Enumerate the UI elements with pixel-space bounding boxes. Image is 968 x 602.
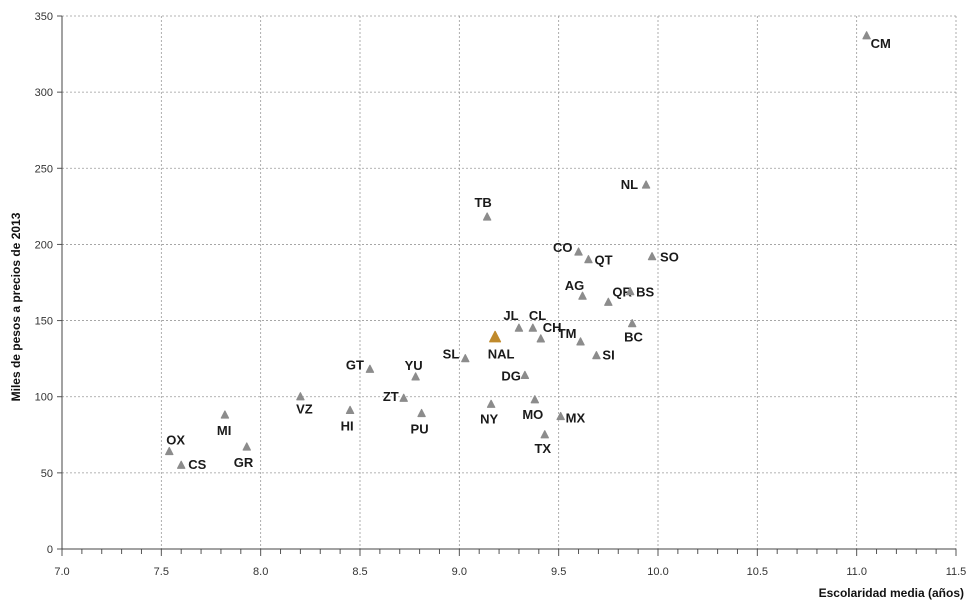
data-point-ny — [486, 399, 496, 408]
x-tick-label: 8.0 — [253, 566, 268, 578]
data-point-pu — [417, 408, 426, 418]
data-point-dg — [520, 370, 530, 379]
data-point-gr — [242, 442, 251, 451]
x-tick-label: 10.0 — [647, 566, 668, 578]
data-point-cl — [528, 323, 538, 332]
data-point-hi — [345, 405, 355, 415]
y-axis-title: Miles de pesos a precios de 2013 — [9, 212, 23, 401]
data-point-qt — [584, 255, 593, 264]
x-tick-label: 9.0 — [452, 566, 467, 578]
y-tick-label: 0 — [47, 544, 53, 556]
x-axis-title: Escolaridad media (años) — [819, 586, 964, 600]
data-point-mo — [530, 395, 540, 404]
x-tick-labels: 7.0 7.5 8.0 8.5 9.0 9.5 10.0 10.5 11.0 11.5 — [54, 566, 966, 578]
point-label-zt: ZT — [383, 389, 399, 404]
data-point-cm — [862, 31, 871, 40]
x-tick-label: 10.5 — [747, 566, 768, 578]
y-tick-label: 100 — [35, 392, 53, 404]
point-label-cl: CL — [529, 308, 546, 323]
data-point-gt — [365, 364, 375, 373]
y-tick-label: 150 — [35, 316, 53, 328]
point-label-ox: OX — [166, 433, 185, 448]
x-tick-label: 9.5 — [551, 566, 566, 578]
x-tick-label: 7.5 — [154, 566, 169, 578]
x-tick-label: 11.5 — [946, 566, 967, 578]
data-point-nl — [641, 180, 651, 189]
y-tick-label: 300 — [35, 87, 53, 99]
point-label-ny: NY — [480, 411, 498, 426]
data-point-ox — [165, 446, 174, 456]
point-label-so: SO — [660, 250, 679, 265]
point-label-ag: AG — [565, 278, 585, 293]
point-label-nal: NAL — [488, 346, 515, 361]
point-label-bs: BS — [636, 285, 654, 300]
x-tick-label: 7.0 — [54, 566, 69, 578]
point-label-sl: SL — [443, 347, 460, 362]
point-label-mx: MX — [566, 411, 586, 426]
data-point-co — [574, 247, 583, 256]
data-point-tx — [540, 430, 549, 439]
data-point-cs — [177, 460, 186, 469]
data-point-so — [647, 252, 657, 261]
x-tick-label: 8.5 — [352, 566, 367, 578]
data-point-jl — [514, 323, 524, 332]
data-point-qr — [604, 297, 613, 306]
data-point-zt — [399, 393, 408, 402]
data-point-ag — [578, 291, 587, 300]
point-label-pu: PU — [411, 421, 429, 436]
point-label-dg: DG — [501, 368, 521, 383]
point-label-qr: QR — [612, 284, 632, 299]
data-point-mx — [556, 411, 565, 421]
x-tick-label: 11.0 — [846, 566, 867, 578]
y-tick-label: 250 — [35, 163, 53, 175]
point-label-nl: NL — [621, 177, 638, 192]
point-label-mo: MO — [522, 407, 543, 422]
axes — [57, 15, 957, 556]
data-point-mi — [220, 410, 230, 419]
grid-lines — [62, 15, 957, 549]
data-point-si — [592, 350, 601, 360]
y-tick-label: 50 — [41, 468, 53, 480]
y-tick-label: 200 — [35, 239, 53, 251]
point-label-vz: VZ — [296, 402, 313, 417]
point-label-jl: JL — [503, 308, 518, 323]
data-point-ch — [536, 334, 545, 343]
y-tick-label: 350 — [35, 11, 53, 23]
data-point-nal — [489, 330, 502, 343]
point-label-tm: TM — [558, 326, 577, 341]
point-label-bc: BC — [624, 330, 643, 345]
point-label-ch: CH — [543, 320, 562, 335]
y-tick-labels: 0 50 100 150 200 250 300 350 — [35, 11, 53, 556]
point-label-qt: QT — [594, 253, 612, 268]
point-label-yu: YU — [405, 358, 423, 373]
point-label-cs: CS — [188, 457, 206, 472]
point-label-gt: GT — [346, 357, 364, 372]
point-label-tb: TB — [474, 195, 491, 210]
point-label-gr: GR — [234, 455, 254, 470]
point-label-si: SI — [602, 348, 614, 363]
data-point-tm — [576, 337, 585, 346]
data-point-vz — [296, 392, 305, 401]
point-label-cm: CM — [871, 36, 891, 51]
data-point-yu — [411, 372, 420, 381]
data-point-tb — [482, 212, 492, 221]
point-label-hi: HI — [341, 418, 354, 433]
data-point-bc — [627, 319, 637, 328]
point-label-mi: MI — [217, 423, 231, 438]
point-label-co: CO — [553, 240, 573, 255]
data-point-bs — [625, 287, 635, 296]
point-label-tx: TX — [534, 441, 551, 456]
data-point-sl — [461, 354, 470, 363]
